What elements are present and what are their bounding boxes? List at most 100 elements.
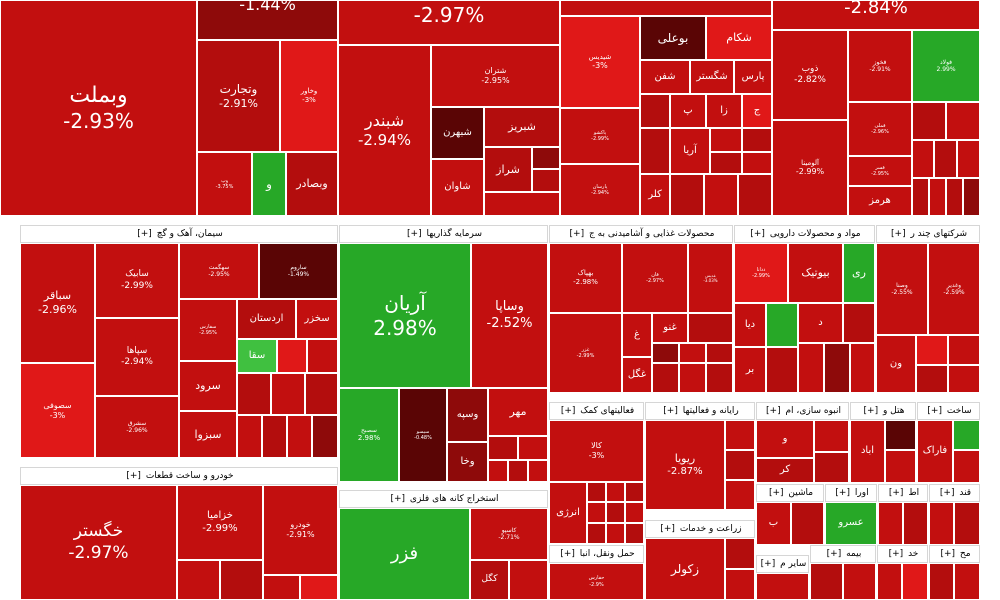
tile-small[interactable] <box>946 102 980 140</box>
tile-small[interactable] <box>963 178 980 216</box>
tile-fesar[interactable]: فسر -2.95% <box>848 156 912 186</box>
tile-v-green[interactable]: و <box>252 152 286 216</box>
tile-small[interactable] <box>262 415 287 458</box>
tile-shfan[interactable]: شفن <box>640 60 690 94</box>
tile-small[interactable] <box>916 365 948 393</box>
tile-saroom[interactable]: ساروم -1.49% <box>259 243 338 299</box>
tile-ssufi[interactable]: سصوفی -3% <box>20 363 95 458</box>
tile-vtejarat[interactable]: وتجارت -2.91% <box>197 40 280 152</box>
tile-small[interactable] <box>957 140 980 178</box>
tile-vsapa[interactable]: وساپا -2.52% <box>471 243 548 388</box>
sector-header-construction[interactable]: انبوه سازی، ام [+] <box>756 402 849 420</box>
tile-von[interactable]: ون <box>876 335 916 393</box>
tile-small[interactable] <box>488 436 518 460</box>
tile-energy[interactable]: انرژی <box>549 482 587 544</box>
tile-boali[interactable]: بوعلی <box>640 16 706 60</box>
tile-shraz[interactable]: شراز <box>484 147 532 192</box>
tile-small[interactable] <box>679 363 706 393</box>
sector-header-at[interactable]: اط [+] <box>878 484 928 502</box>
tile-shtran[interactable]: شتران -2.95% <box>431 45 560 107</box>
tile-foolad[interactable]: فولاد 2.99% <box>912 30 980 102</box>
tile-small[interactable] <box>850 343 875 393</box>
tile-je[interactable]: ج <box>742 94 772 128</box>
tile-small[interactable] <box>305 373 338 415</box>
tile-sorood[interactable]: سرود <box>179 361 237 411</box>
tile-dia[interactable]: دیا <box>734 303 766 347</box>
tile-fkhoz[interactable]: فخوز -2.91% <box>848 30 912 102</box>
tile-kalar[interactable]: کلر <box>640 174 670 216</box>
expand-icon[interactable]: [+] <box>750 229 765 239</box>
tile-bar[interactable]: بر <box>734 347 766 393</box>
tile-zkolar[interactable]: زکولر <box>645 538 725 600</box>
tile-aluminia[interactable]: آلومینا -2.99% <box>772 120 848 216</box>
tile-small[interactable] <box>263 575 300 600</box>
tile-small[interactable] <box>912 102 946 140</box>
tile-small[interactable] <box>706 343 733 363</box>
tile-khgostar[interactable]: خگستر -2.97% <box>20 485 177 600</box>
expand-icon[interactable]: [+] <box>939 488 955 498</box>
tile-vkha[interactable]: وخا <box>447 442 488 482</box>
tile-gh[interactable]: غ <box>622 313 652 357</box>
tile-small[interactable] <box>902 563 928 600</box>
tile-fmeli[interactable]: فملی -2.96% <box>848 102 912 156</box>
tile-shgostar[interactable]: شگستر <box>690 60 734 94</box>
tile-small[interactable] <box>929 502 954 545</box>
expand-icon[interactable]: [+] <box>560 406 576 416</box>
tile-small[interactable] <box>725 569 755 600</box>
tile-small[interactable] <box>742 128 772 152</box>
sector-header-machine[interactable]: ماشین [+] <box>756 484 824 502</box>
tile-vsena[interactable]: وصنا -2.55% <box>876 243 928 335</box>
tile-small[interactable] <box>948 335 980 365</box>
expand-icon[interactable]: [+] <box>126 471 141 481</box>
tile-vpost[interactable]: وپ -3.75% <box>197 152 252 216</box>
tile-fan[interactable]: فان -2.97% <box>622 243 688 313</box>
tile-shkam[interactable]: شکام <box>706 16 772 60</box>
sector-header-hotel[interactable]: هتل و [+] <box>850 402 916 420</box>
tile-zob[interactable]: ذوب -2.82% <box>772 30 848 120</box>
tile-abad[interactable]: اباد <box>850 420 885 483</box>
tile-sfars[interactable]: سفارس -2.95% <box>179 299 237 361</box>
tile-small[interactable] <box>177 560 220 600</box>
sector-header-transport[interactable]: حمل ونقل، انبا [+] <box>549 545 644 563</box>
tile-shbandar[interactable]: شبندر -2.94% <box>338 45 431 216</box>
tile-kala[interactable]: کالا -3% <box>549 420 644 482</box>
expand-icon[interactable]: [+] <box>766 406 781 416</box>
tile-vghadir[interactable]: وغدیر -2.59% <box>928 243 980 335</box>
tile-small[interactable] <box>912 140 934 178</box>
tile-sabzva[interactable]: سبزوا <box>179 411 237 458</box>
tile-small[interactable] <box>587 482 606 502</box>
tile-small[interactable] <box>509 560 548 600</box>
expand-icon[interactable]: [+] <box>863 406 879 416</box>
tile-small[interactable] <box>606 502 625 523</box>
tile-za[interactable]: زا <box>706 94 742 128</box>
tile-small[interactable] <box>587 523 606 544</box>
tile-pakshoo[interactable]: پاکشو -2.99% <box>560 108 640 164</box>
tile-top-b[interactable]: -2.97% <box>338 0 560 45</box>
tile-small[interactable] <box>652 363 679 393</box>
tile-small[interactable] <box>824 343 850 393</box>
tile-small[interactable] <box>954 502 980 545</box>
expand-icon[interactable]: [+] <box>660 524 675 534</box>
tile-small[interactable] <box>606 482 625 502</box>
tile-green-small[interactable] <box>766 303 798 347</box>
expand-icon[interactable]: [+] <box>826 549 842 559</box>
tile-pars[interactable]: پارس <box>734 60 772 94</box>
tile-ghazar[interactable]: غزر -2.99% <box>549 313 622 393</box>
sector-header-investment[interactable]: سرمایه گذاریها [+] <box>339 225 548 243</box>
tile-small[interactable] <box>946 178 963 216</box>
sector-header-khad[interactable]: خد [+] <box>877 545 928 563</box>
tile-small[interactable] <box>929 563 954 600</box>
tile-small[interactable] <box>706 363 733 393</box>
tile-small[interactable] <box>725 420 755 450</box>
tile-small[interactable] <box>688 313 733 343</box>
tile-small[interactable] <box>814 452 849 483</box>
tile-kar[interactable]: کر <box>756 458 814 483</box>
tile-small[interactable] <box>488 460 508 482</box>
tile-small[interactable] <box>877 563 902 600</box>
expand-icon[interactable]: [+] <box>569 229 585 239</box>
tile-small[interactable] <box>791 502 824 545</box>
tile-small[interactable] <box>953 450 980 483</box>
tile-mehr[interactable]: مهر <box>488 388 548 436</box>
sector-header-ghand[interactable]: قند [+] <box>929 484 980 502</box>
tile-small[interactable] <box>237 373 271 415</box>
